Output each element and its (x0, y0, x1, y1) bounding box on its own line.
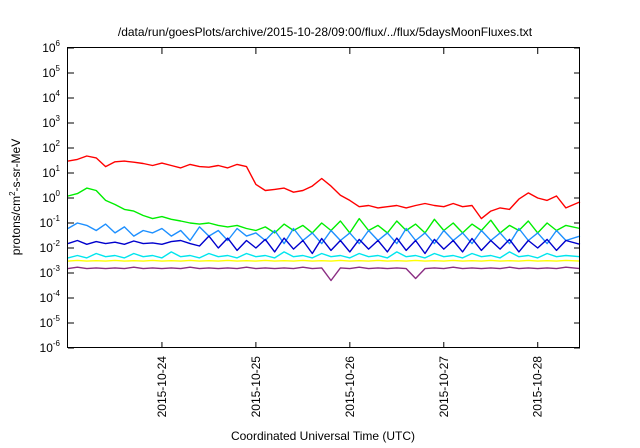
y-tick-label: 101 (42, 164, 60, 180)
y-tick-base: 10 (42, 166, 56, 180)
y-tick-exponent: 5 (56, 64, 61, 73)
x-tick-label: 2015-10-24 (155, 356, 169, 418)
y-tick-exponent: -2 (53, 239, 61, 248)
x-tick-label: 2015-10-27 (437, 356, 451, 418)
y-tick-label: 10-6 (40, 339, 61, 355)
y-tick-label: 10-3 (40, 264, 61, 280)
series-line-4 (67, 251, 581, 259)
x-tick-label: 2015-10-25 (249, 356, 263, 418)
x-tick-label: 2015-10-28 (531, 356, 545, 418)
y-tick-base: 10 (42, 66, 56, 80)
y-tick-exponent: 0 (56, 189, 61, 198)
y-tick-label: 106 (42, 39, 60, 55)
y-axis-label-pre: protons/cm (9, 196, 23, 255)
y-tick-base: 10 (42, 116, 56, 130)
series-layer (67, 155, 581, 282)
y-axis-label-sup: 2 (8, 191, 17, 196)
series-line-2 (67, 187, 581, 234)
y-tick-base: 10 (40, 216, 54, 230)
y-tick-base: 10 (40, 316, 54, 330)
series-line-1 (67, 155, 581, 220)
x-axis-ticks: 2015-10-24 2015-10-25 2015-10-26 2015-10-27… (155, 48, 545, 417)
y-tick-label: 10-5 (40, 314, 61, 330)
y-tick-label: 10-2 (40, 239, 61, 255)
series-line-6 (67, 259, 581, 262)
y-tick-exponent: 2 (56, 139, 61, 148)
y-tick-base: 10 (40, 291, 54, 305)
y-axis-label: protons/cm2-s-sr-MeV (8, 139, 23, 255)
y-tick-exponent: 6 (56, 39, 61, 48)
y-tick-label: 103 (42, 114, 60, 130)
y-tick-label: 104 (42, 89, 60, 105)
y-tick-base: 10 (42, 91, 56, 105)
y-tick-label: 10-1 (40, 214, 61, 230)
y-tick-exponent: -4 (53, 289, 61, 298)
plot-frame (67, 47, 580, 348)
y-tick-exponent: -5 (53, 314, 61, 323)
y-tick-exponent: -1 (53, 214, 61, 223)
series-line-5 (67, 235, 581, 255)
y-tick-label: 102 (42, 139, 60, 155)
y-axis-label-post: -s-sr-MeV (9, 139, 23, 192)
x-axis-label: Coordinated Universal Time (UTC) (231, 429, 415, 443)
y-tick-label: 105 (42, 64, 60, 80)
y-tick-base: 10 (42, 141, 56, 155)
y-tick-label: 10-4 (40, 289, 61, 305)
y-tick-label: 100 (42, 189, 60, 205)
y-axis-ticks: 10610510410310210110010-110-210-310-410-… (40, 39, 580, 355)
y-tick-exponent: 1 (56, 164, 61, 173)
y-tick-base: 10 (40, 341, 54, 355)
y-tick-base: 10 (42, 41, 56, 55)
y-tick-exponent: 4 (56, 89, 61, 98)
y-tick-exponent: 3 (56, 114, 61, 123)
chart-title: /data/run/goesPlots/archive/2015-10-28/0… (118, 25, 533, 39)
y-tick-base: 10 (40, 241, 54, 255)
y-tick-base: 10 (42, 191, 56, 205)
x-tick-label: 2015-10-26 (343, 356, 357, 418)
y-tick-exponent: -3 (53, 264, 61, 273)
y-tick-exponent: -6 (53, 339, 61, 348)
y-tick-base: 10 (40, 266, 54, 280)
series-line-7 (67, 266, 581, 282)
